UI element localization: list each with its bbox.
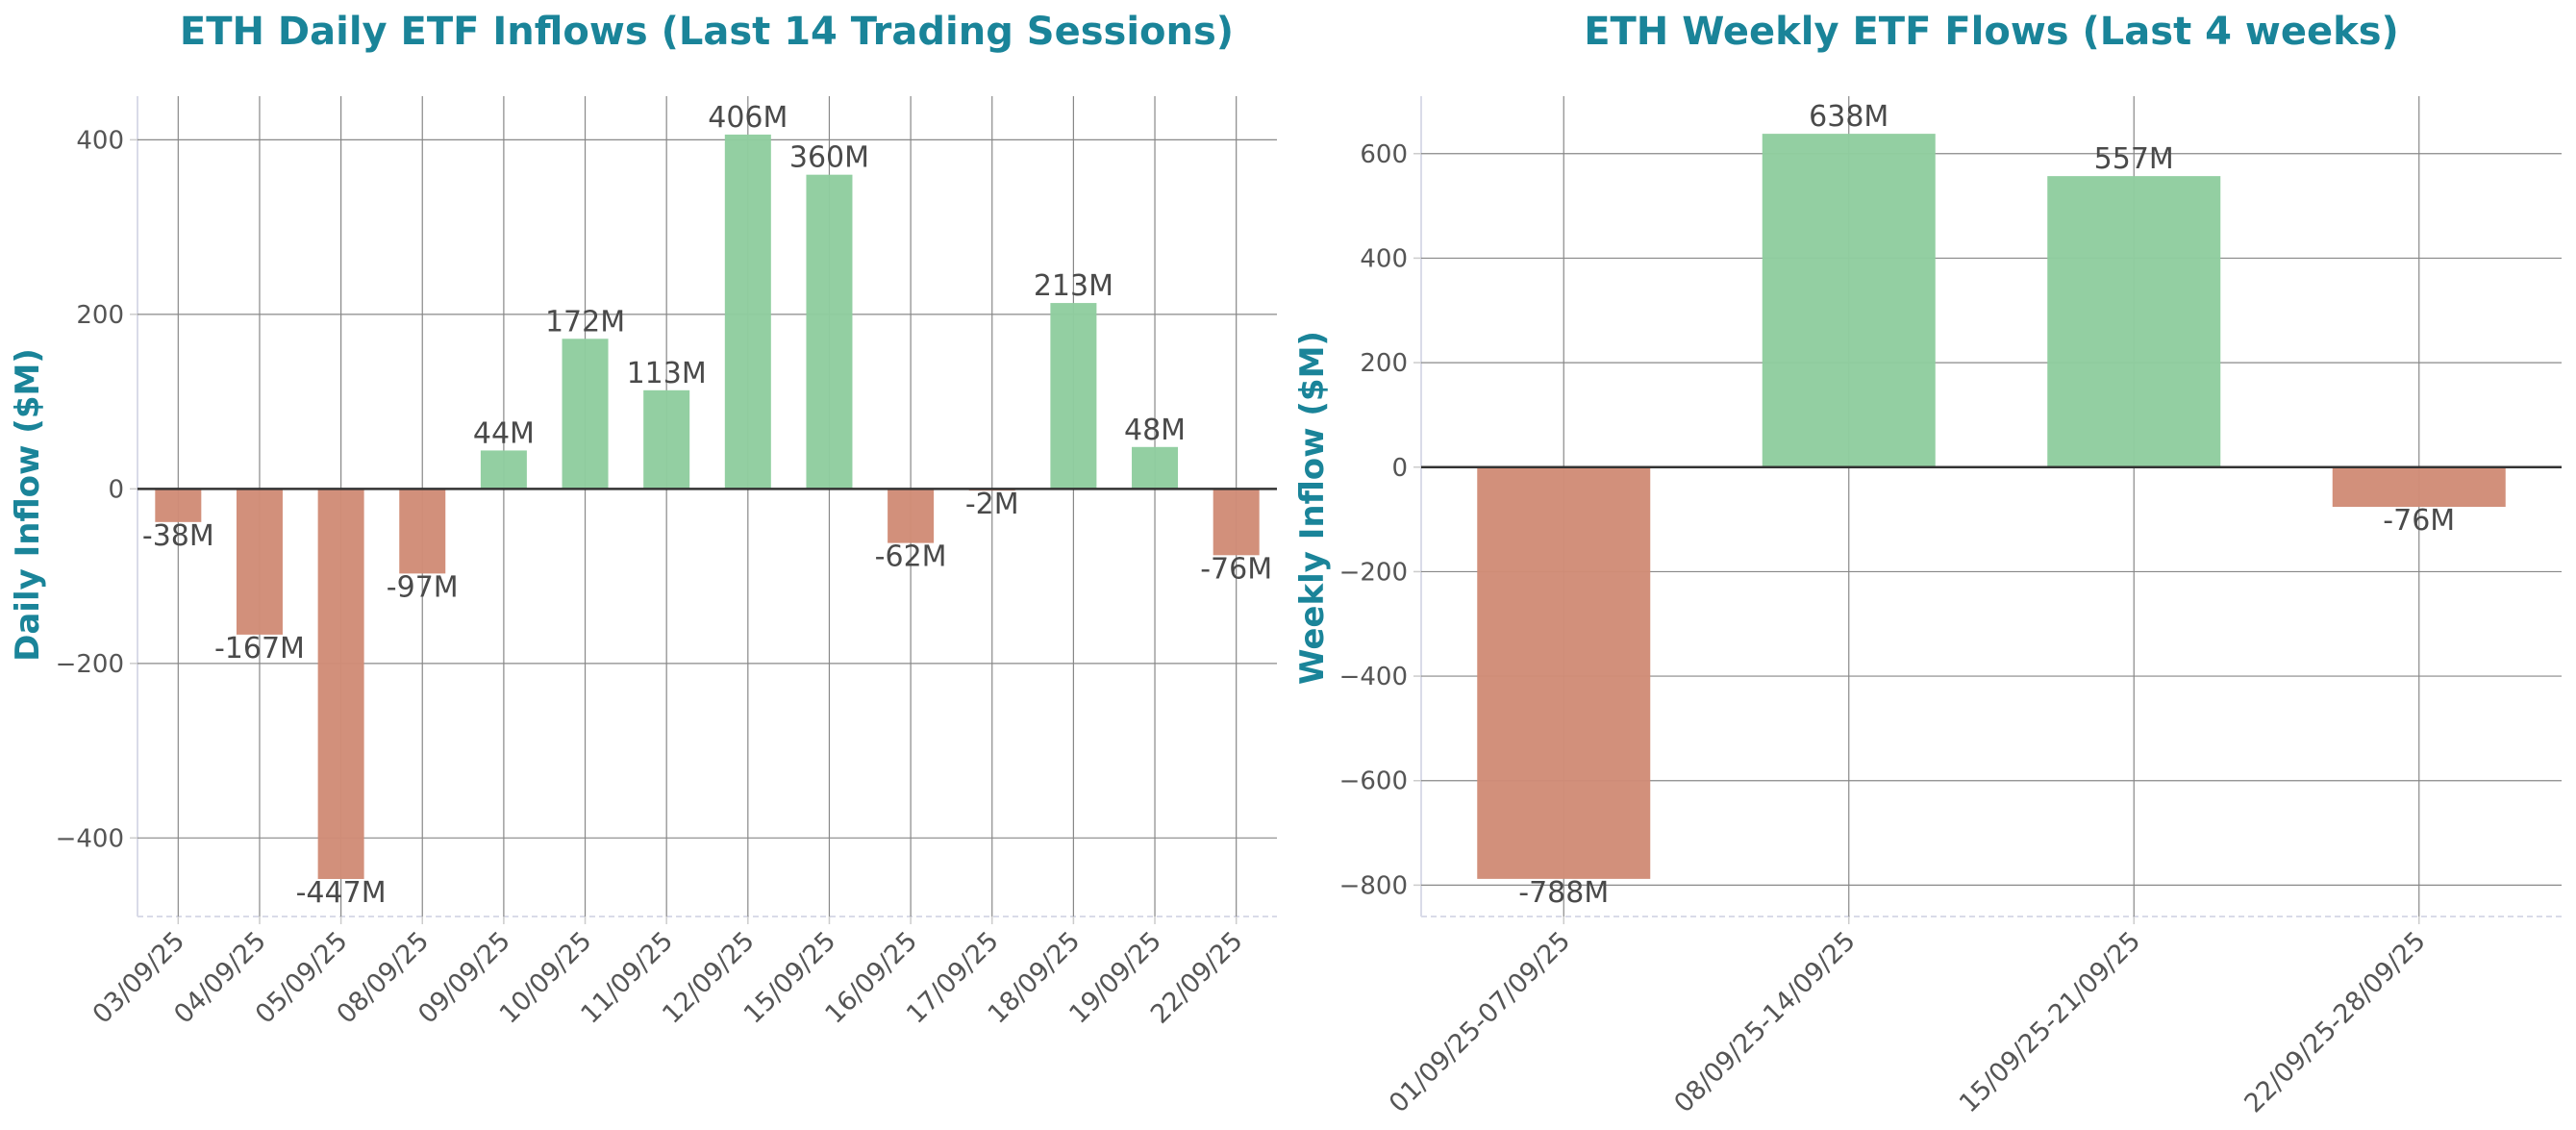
weekly-x-tick-label: 01/09/25-07/09/25	[1384, 926, 1576, 1118]
daily-bar	[724, 134, 771, 490]
daily-bar	[1132, 446, 1179, 490]
daily-bar	[643, 389, 690, 490]
weekly-data-label: -76M	[2383, 504, 2455, 538]
weekly-y-tick-label: −600	[1339, 767, 1408, 796]
daily-data-label: 213M	[1034, 269, 1113, 303]
weekly-y-tick-label: 200	[1360, 349, 1408, 378]
daily-data-label: -167M	[214, 632, 305, 665]
weekly-y-tick-label: 600	[1360, 140, 1408, 169]
daily-data-label: -62M	[875, 540, 947, 574]
daily-y-tick-label: 200	[76, 301, 124, 330]
weekly-data-label: -788M	[1518, 876, 1609, 910]
daily-chart-title: ETH Daily ETF Inflows (Last 14 Trading S…	[180, 10, 1234, 54]
daily-bar	[317, 489, 364, 879]
daily-bar	[562, 339, 609, 490]
weekly-y-tick-label: −400	[1339, 663, 1408, 691]
weekly-data-label: 638M	[1809, 100, 1888, 134]
daily-y-tick-label: −400	[56, 824, 124, 853]
daily-bar	[888, 489, 935, 543]
daily-data-label: 113M	[627, 357, 707, 390]
weekly-x-tick-label: 22/09/25-28/09/25	[2238, 926, 2431, 1118]
weekly-bar	[1477, 466, 1651, 879]
weekly-data-label: 557M	[2094, 142, 2174, 176]
weekly-y-tick-label: −200	[1339, 558, 1408, 587]
daily-data-label: 44M	[473, 416, 535, 450]
weekly-x-tick-label: 15/09/25-21/09/25	[1954, 926, 2146, 1118]
weekly-y-axis-label: Weekly Inflow ($M)	[1293, 331, 1332, 685]
daily-data-label: 360M	[789, 141, 869, 175]
weekly-y-tick-label: 400	[1360, 244, 1408, 273]
weekly-y-tick-label: 0	[1391, 454, 1408, 483]
weekly-chart-title: ETH Weekly ETF Flows (Last 4 weeks)	[1584, 10, 2399, 54]
daily-bar	[155, 489, 202, 522]
weekly-bar	[2332, 466, 2506, 508]
weekly-flows-chart: ETH Weekly ETF Flows (Last 4 weeks) Week…	[1293, 10, 2562, 1118]
weekly-bar	[1762, 134, 1936, 467]
daily-data-label: 48M	[1124, 414, 1186, 447]
daily-bar	[806, 174, 853, 490]
daily-data-label: -2M	[965, 488, 1019, 521]
daily-bar	[236, 489, 283, 635]
daily-data-label: -97M	[387, 570, 459, 604]
weekly-bar	[2047, 176, 2221, 467]
daily-bar	[1213, 489, 1260, 556]
weekly-x-tick-label: 08/09/25-14/09/25	[1668, 926, 1861, 1118]
daily-data-label: 172M	[545, 305, 625, 339]
daily-y-tick-label: 0	[108, 475, 124, 504]
weekly-y-tick-label: −800	[1339, 871, 1408, 900]
daily-bar	[480, 450, 527, 490]
daily-data-label: -447M	[296, 876, 387, 910]
daily-y-tick-label: 400	[76, 126, 124, 155]
daily-data-label: -76M	[1200, 552, 1272, 586]
daily-y-axis-label: Daily Inflow ($M)	[9, 348, 47, 662]
daily-y-tick-label: −200	[56, 650, 124, 679]
daily-bar	[399, 489, 446, 574]
daily-data-label: -38M	[142, 519, 214, 553]
daily-data-label: 406M	[708, 101, 788, 135]
daily-bar	[1050, 303, 1097, 490]
daily-inflows-chart: ETH Daily ETF Inflows (Last 14 Trading S…	[9, 10, 1277, 1030]
